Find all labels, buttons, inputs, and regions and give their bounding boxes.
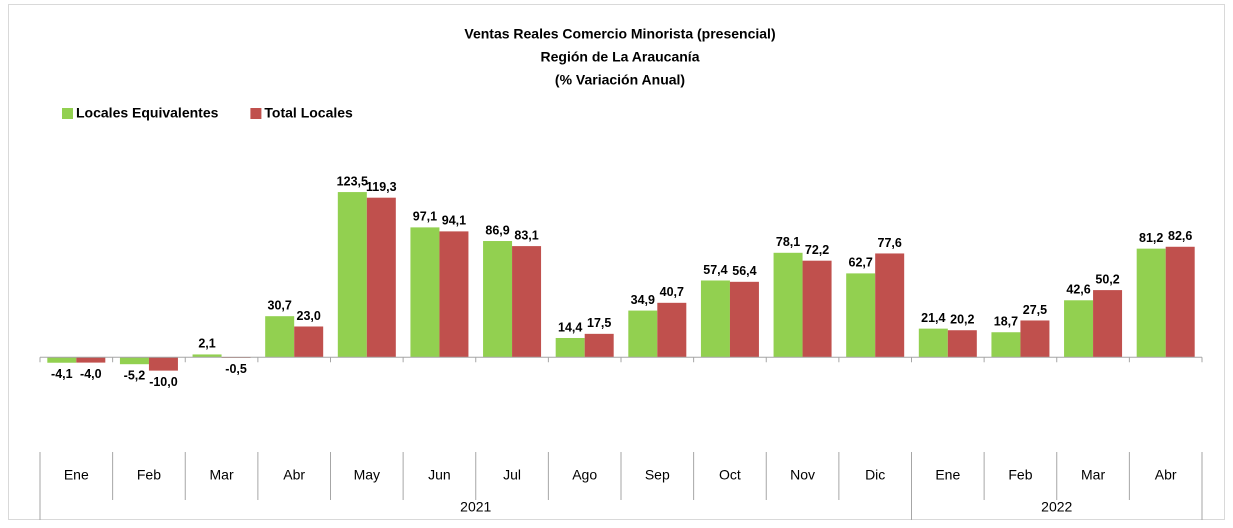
data-label: 62,7 [849,256,873,270]
data-label: 94,1 [442,214,466,228]
bar [802,260,832,358]
bar [584,333,614,358]
chart-frame [8,4,1225,520]
bar [1136,248,1166,358]
x-tick-label: Abr [1155,467,1177,483]
data-label: 119,3 [366,180,397,194]
bar [483,241,513,358]
x-tick-label: Abr [283,467,305,483]
bar [47,357,77,363]
chart-title: (% Variación Anual) [555,72,685,88]
group-label: 2021 [460,499,491,515]
data-label: 2,1 [198,337,215,351]
bar [439,231,469,358]
bar [410,227,440,358]
data-label: 86,9 [485,223,509,237]
data-label: 40,7 [660,285,684,299]
data-label: 97,1 [413,210,437,224]
data-label: 77,6 [878,236,902,250]
data-label: 18,7 [994,315,1018,329]
data-label: 23,0 [297,309,321,323]
data-label: 34,9 [631,293,655,307]
bar [1020,320,1050,358]
bar [294,326,324,358]
bar [1165,246,1195,358]
legend-label: Locales Equivalentes [76,105,219,121]
bar [337,192,367,358]
x-tick-label: Dic [865,467,885,483]
x-tick-label: Nov [790,467,815,483]
data-label: 82,6 [1168,229,1192,243]
x-tick-label: Jul [503,467,521,483]
x-tick-label: Ene [935,467,960,483]
bar [991,332,1021,358]
x-tick-label: Ene [64,467,89,483]
data-label: 50,2 [1095,272,1119,286]
x-tick-label: Mar [1081,467,1105,483]
data-label: -5,2 [124,369,146,383]
data-label: 83,1 [514,228,538,242]
data-label: 42,6 [1066,283,1090,297]
bar [265,316,295,358]
bar [700,280,730,358]
legend-swatch [250,108,262,119]
data-label: 78,1 [776,235,800,249]
x-tick-label: Mar [210,467,234,483]
bar [366,197,396,358]
data-label: -4,0 [80,367,102,381]
data-label: 14,4 [558,320,582,334]
data-label: 21,4 [921,311,945,325]
bar [76,357,106,363]
bar [555,337,585,358]
data-label: 72,2 [805,243,829,257]
bar [918,328,948,358]
data-label: 17,5 [587,316,611,330]
data-label: 57,4 [703,263,727,277]
x-tick-label: Ago [572,467,597,483]
bar [1093,290,1123,358]
bar [148,357,178,371]
data-label: 27,5 [1023,303,1047,317]
bar [875,253,905,358]
data-label: 123,5 [337,174,368,188]
data-label: 20,2 [950,313,974,327]
bar [119,357,149,365]
bar [512,246,542,358]
x-tick-label: Feb [137,467,161,483]
bar [192,354,222,358]
bar [1064,300,1094,358]
data-label: -0,5 [225,362,247,376]
bar [773,252,803,358]
legend-swatch [62,108,73,119]
legend-label: Total Locales [264,105,353,121]
group-label: 2022 [1041,499,1072,515]
data-label: 81,2 [1139,231,1163,245]
data-label: -4,1 [51,367,73,381]
bar [628,310,658,358]
chart-title: Ventas Reales Comercio Minorista (presen… [464,26,775,42]
x-tick-label: Jun [428,467,451,483]
bar [729,281,759,358]
data-label: 30,7 [268,298,292,312]
bar [657,302,687,358]
data-label: -10,0 [149,375,178,389]
chart-title: Región de La Araucanía [541,49,700,65]
data-label: 56,4 [732,264,756,278]
x-tick-label: May [354,467,380,483]
x-tick-label: Oct [719,467,741,483]
bar [947,330,977,358]
x-tick-label: Sep [645,467,670,483]
bar [846,273,876,358]
x-tick-label: Feb [1008,467,1032,483]
